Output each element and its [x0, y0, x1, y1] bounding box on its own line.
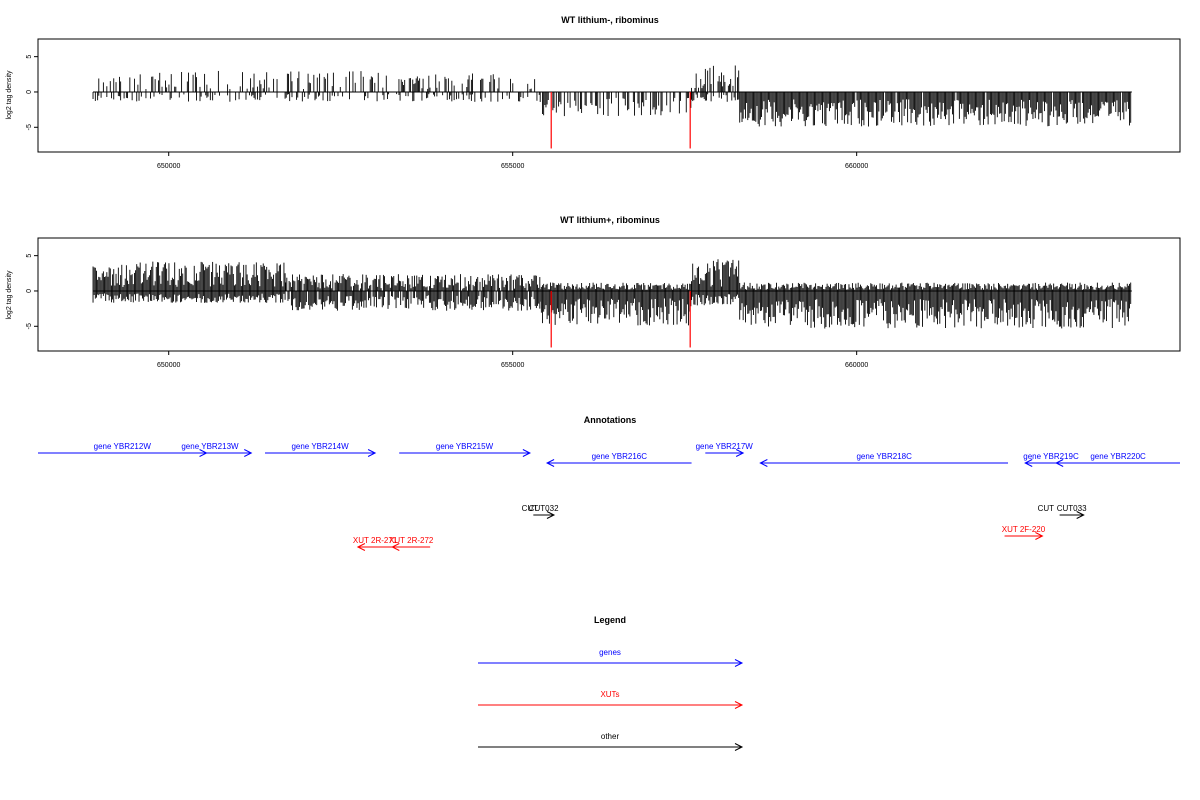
y-axis-label: log2 tag density — [6, 270, 13, 320]
feature-arrowhead — [735, 449, 745, 457]
feature-label: CUT — [522, 504, 539, 513]
feature-arrowhead — [244, 449, 253, 457]
bar-group — [92, 259, 1132, 348]
legend-label: XUTs — [600, 690, 619, 699]
x-tick-label: 650000 — [157, 163, 180, 170]
x-tick-label: 655000 — [501, 362, 524, 369]
legend-arrowhead — [734, 659, 744, 667]
y-tick-label: 5 — [26, 254, 33, 258]
feature-label: XUT 2R-272 — [389, 536, 434, 545]
legend: Legend genes XUTs other — [478, 615, 744, 751]
x-tick-label: 660000 — [845, 163, 868, 170]
x-tick-label: 650000 — [157, 362, 180, 369]
legend-arrowhead — [734, 701, 744, 709]
legend-label: other — [601, 732, 620, 741]
x-axis: 650000 655000 660000 — [157, 351, 868, 369]
panel-title: WT lithium+, ribominus — [560, 215, 660, 225]
bar-group — [92, 65, 1132, 149]
feature-label: gene YBR212W — [94, 442, 152, 451]
plot-frame — [37, 38, 1181, 153]
legend-label: genes — [599, 648, 621, 657]
feature-arrowhead — [391, 543, 400, 551]
panel-title: WT lithium-, ribominus — [561, 15, 659, 25]
feature-arrowhead — [367, 449, 377, 457]
feature-label: CUT032 — [529, 504, 559, 513]
feature-arrowhead — [1035, 532, 1044, 540]
feature-label: gene YBR216C — [592, 452, 648, 461]
legend-arrowhead — [734, 743, 744, 751]
legend-title: Legend — [594, 615, 626, 625]
y-axis: -5 0 5 — [26, 254, 38, 329]
feature-label: gene YBR218C — [856, 452, 912, 461]
x-axis: 650000 655000 660000 — [157, 152, 868, 170]
feature-label: XUT 2R-271 — [353, 536, 398, 545]
feature-arrowhead — [1076, 511, 1085, 519]
y-tick-label: 0 — [26, 289, 33, 293]
density-panel-lithium-plus: WT lithium+, ribominus log2 tag density … — [6, 215, 1181, 369]
feature-label: gene YBR214W — [291, 442, 349, 451]
feature-arrowhead — [1024, 459, 1033, 467]
feature-label: gene YBR220C — [1090, 452, 1146, 461]
y-axis: -5 0 5 — [26, 55, 38, 130]
feature-label: gene YBR219C — [1023, 452, 1079, 461]
annotations-title: Annotations — [584, 415, 637, 425]
feature-label: gene YBR217W — [696, 442, 754, 451]
feature-label: CUT — [1038, 504, 1055, 513]
feature-label: gene YBR213W — [181, 442, 239, 451]
density-panel-lithium-minus: WT lithium-, ribominus log2 tag density … — [6, 15, 1181, 170]
plot-frame — [37, 237, 1181, 352]
feature-arrowhead — [545, 459, 555, 467]
feature-arrowhead — [356, 543, 366, 551]
feature-label: gene YBR215W — [436, 442, 494, 451]
annotations-track: Annotations gene YBR212W gene YBR213W gene… — [38, 415, 1180, 551]
y-tick-label: 5 — [26, 55, 33, 59]
x-tick-label: 660000 — [845, 362, 868, 369]
x-tick-label: 655000 — [501, 163, 524, 170]
y-tick-label: -5 — [26, 323, 33, 329]
y-axis-label: log2 tag density — [6, 70, 13, 120]
feature-arrowhead — [546, 511, 556, 519]
feature-arrowhead — [759, 459, 768, 467]
y-tick-label: -5 — [26, 124, 33, 130]
y-tick-label: 0 — [26, 90, 33, 94]
feature-arrowhead — [522, 449, 532, 457]
feature-label: CUT033 — [1057, 504, 1087, 513]
feature-arrowhead — [1055, 459, 1064, 467]
feature-label: XUT 2F-220 — [1002, 525, 1046, 534]
